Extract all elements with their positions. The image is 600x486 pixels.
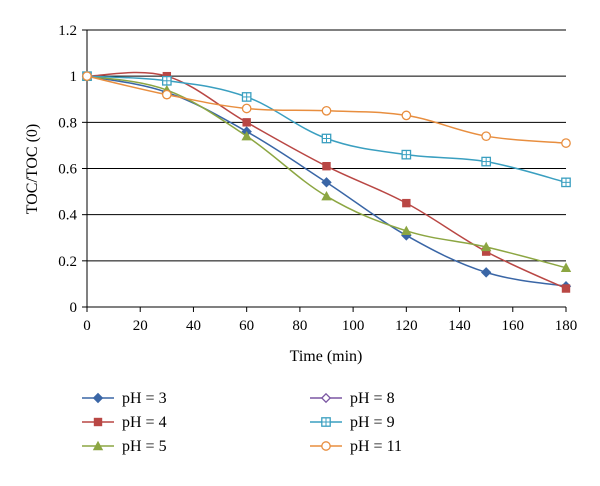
point-5-2 [241,103,252,114]
legend-label-0: pH = 3 [122,390,167,407]
axes [82,29,567,312]
grid-lines [87,29,566,262]
point-5-6 [561,138,571,148]
point-0-3 [321,177,332,188]
legend-item-0: pH = 3 [82,390,167,407]
point-4-6 [561,177,571,188]
point-1-3 [322,161,331,171]
series-2 [81,70,572,272]
point-0-5 [480,267,492,278]
point-2-3 [321,191,332,201]
legend-marker-1 [93,417,103,427]
legend-label-1: pH = 4 [122,414,167,431]
x-tick-label-0: 0 [83,318,91,334]
legend-item-5: pH = 11 [310,438,402,455]
point-4-4 [401,149,412,160]
x-tick-label-7: 140 [448,318,471,334]
point-1-4 [402,198,411,208]
x-tick-label-9: 180 [555,318,578,334]
point-4-2 [241,92,252,102]
point-5-4 [401,110,412,121]
y-tick-label-6: 1.2 [58,23,77,39]
x-tick-label-2: 40 [186,318,201,334]
x-axis-label: Time (min) [290,348,363,365]
x-tick-label-3: 60 [239,318,254,334]
legend-marker-5 [321,441,331,451]
legend-label-4: pH = 9 [350,414,395,431]
series-group [81,70,572,293]
point-4-3 [321,133,332,144]
point-2-6 [560,262,572,272]
point-5-1 [161,89,172,100]
y-tick-label-0: 0 [70,300,78,316]
point-1-2 [242,118,251,127]
legend-item-1: pH = 4 [82,414,167,431]
y-tick-label-3: 0.6 [58,162,77,178]
x-tick-label-8: 160 [502,318,525,334]
point-4-5 [481,156,492,167]
y-tick-label-2: 0.4 [58,208,77,224]
legend-item-4: pH = 9 [310,414,395,431]
point-5-5 [481,131,492,142]
y-tick-label-4: 0.8 [58,115,77,131]
legend-marker-4 [321,417,331,427]
point-4-1 [161,75,172,86]
tick-labels: 0 0.2 0.4 0.6 0.8 1 1.2 0 20 40 60 80 100 120 140 160 18… [58,23,577,334]
x-tick-label-6: 120 [395,318,418,334]
point-5-3 [321,105,332,116]
x-tick-label-4: 80 [292,318,307,334]
point-2-5 [480,241,492,252]
y-axis-label: TOC/TOC (0) [24,124,41,215]
legend-marker-0 [92,392,104,404]
point-1-6 [561,284,571,293]
point-5-0 [82,71,92,82]
point-1-5 [481,247,491,256]
legend-label-3: pH = 8 [350,390,395,407]
series-line-2 [86,75,567,269]
legend-marker-2 [92,440,104,451]
legend-label-2: pH = 5 [122,438,167,455]
series-4 [82,71,571,188]
legend-label-5: pH = 11 [350,438,402,455]
legend-item-3: pH = 8 [310,390,395,407]
x-tick-label-1: 20 [133,318,148,334]
legend-marker-3 [320,392,332,404]
y-tick-label-5: 1 [70,69,78,85]
legend-item-2: pH = 5 [82,438,167,455]
legend: pH = 3 pH = 4 pH = 5 pH = 8 pH = 9 pH = 11 [82,390,402,455]
point-2-2 [241,130,252,141]
x-tick-label-5: 100 [342,318,365,334]
series-5 [82,71,571,148]
y-tick-label-1: 0.2 [58,254,77,270]
point-2-4 [401,225,412,236]
